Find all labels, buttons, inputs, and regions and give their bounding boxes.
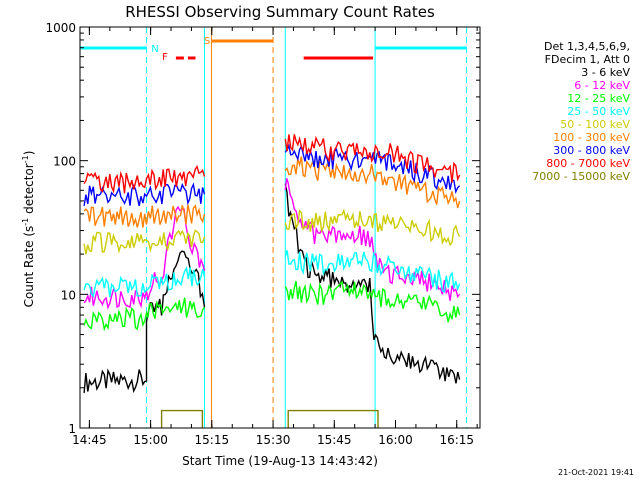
- y-tick-label-1: 1: [68, 422, 76, 436]
- legend-entry-7000-15000-kev: 7000 - 15000 keV: [532, 170, 630, 183]
- series-3-6-kev-segment-2: [284, 183, 461, 384]
- timestamp: 21-Oct-2021 19:41: [558, 468, 634, 477]
- plot-frame: 14:45 15:00 15:15 15:30 15:45 16:00 16:15 1 10 10…: [45, 21, 481, 447]
- series-50-100-kev-segment-2: [284, 208, 461, 247]
- status-marker-N: N: [151, 44, 158, 55]
- legend-entry-25-50-kev: 25 - 50 keV: [567, 105, 630, 118]
- y-axis-label-mid: detector: [22, 163, 36, 218]
- series-100-300-kev-segment-1: [83, 204, 206, 228]
- x-tick-label-2: 15:00: [133, 433, 168, 447]
- chart-title: RHESSI Observing Summary Count Rates: [125, 3, 435, 21]
- y-axis-label-sup2: -1: [21, 155, 30, 163]
- plot-border: [79, 26, 481, 429]
- y-axis-label: Count Rate (s-1 detector-1): [21, 151, 36, 308]
- y-axis-label-suffix: ): [22, 151, 36, 156]
- legend: Det 1,3,4,5,6,9, FDecim 1, Att 0 3 - 6 k…: [532, 40, 630, 183]
- series-6-12-kev-segment-2: [284, 178, 461, 301]
- series-800-7000-kev-segment-2: [284, 134, 461, 183]
- legend-entry-50-100-kev: 50 - 100 keV: [560, 118, 630, 131]
- series-12-25-kev-segment-1: [83, 297, 206, 332]
- legend-entry-6-12-kev: 6 - 12 keV: [574, 79, 630, 92]
- y-tick-label-4: 1000: [45, 21, 76, 35]
- status-marker-F: F: [162, 52, 168, 63]
- x-axis-label: Start Time (19-Aug-13 14:43:42): [182, 454, 378, 468]
- series-7000-15000-kev-segment-1: [160, 409, 204, 428]
- series-800-7000-kev-segment-1: [83, 164, 206, 194]
- series-50-100-kev-segment-1: [83, 229, 206, 255]
- y-tick-label-2: 10: [61, 288, 76, 302]
- x-tick-label-3: 15:15: [195, 433, 230, 447]
- series-7000-15000-kev-segment-2: [287, 409, 379, 428]
- x-tick-label-5: 15:45: [317, 433, 352, 447]
- legend-header-line-2: FDecim 1, Att 0: [545, 53, 630, 66]
- legend-entry-12-25-kev: 12 - 25 keV: [567, 92, 630, 105]
- y-axis-label-sup1: -1: [21, 218, 30, 226]
- legend-header-line-1: Det 1,3,4,5,6,9,: [544, 40, 630, 53]
- legend-entry-300-800-kev: 300 - 800 keV: [553, 144, 630, 157]
- series-12-25-kev-segment-2: [284, 280, 461, 323]
- legend-entry-800-7000-kev: 800 - 7000 keV: [546, 157, 630, 170]
- series-300-800-kev-segment-1: [83, 182, 206, 207]
- series-25-50-kev-segment-2: [284, 250, 461, 293]
- status-marker-S: S: [204, 36, 210, 47]
- x-tick-label-7: 16:15: [439, 433, 474, 447]
- x-tick-label-6: 16:00: [378, 433, 413, 447]
- x-tick-label-1: 14:45: [72, 433, 107, 447]
- y-axis-label-prefix: Count Rate (s: [22, 226, 36, 308]
- plot-area: NF S: [80, 27, 468, 428]
- series-100-300-kev-segment-2: [284, 156, 461, 209]
- series-3-6-kev-segment-1: [83, 250, 206, 394]
- legend-entry-3-6-kev: 3 - 6 keV: [581, 66, 630, 79]
- series-25-50-kev-segment-1: [83, 266, 206, 298]
- x-tick-label-4: 15:30: [256, 433, 291, 447]
- legend-entry-100-300-kev: 100 - 300 keV: [553, 131, 630, 144]
- y-tick-label-3: 100: [53, 155, 76, 169]
